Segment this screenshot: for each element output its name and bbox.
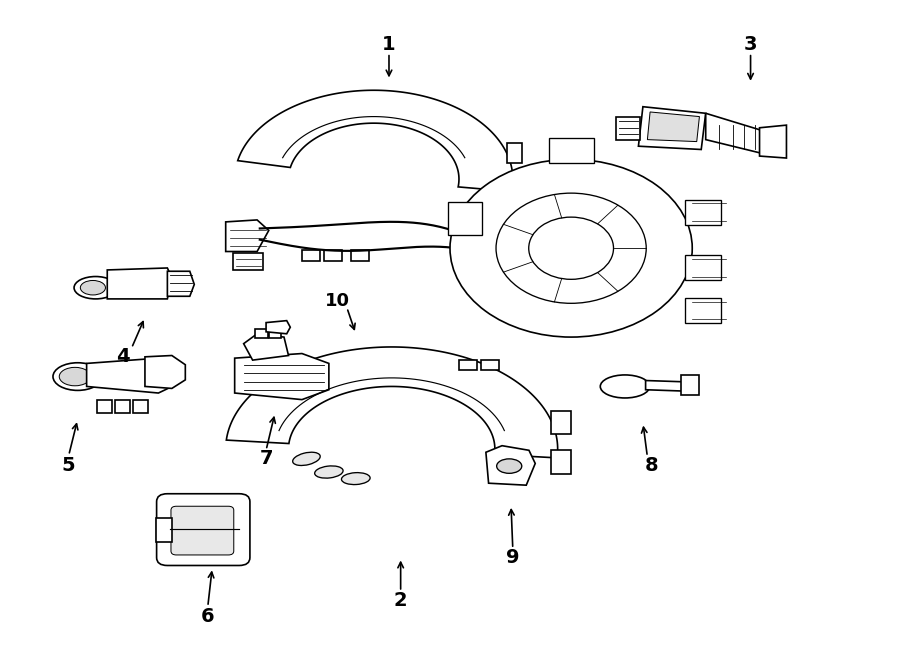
Bar [685, 255, 721, 280]
Polygon shape [256, 329, 268, 338]
Ellipse shape [600, 375, 650, 398]
Bar [685, 200, 721, 225]
Polygon shape [482, 360, 500, 370]
Text: 4: 4 [116, 347, 130, 366]
Polygon shape [647, 112, 699, 141]
Text: 9: 9 [506, 548, 519, 567]
Polygon shape [244, 334, 289, 360]
Polygon shape [238, 91, 513, 192]
Ellipse shape [53, 363, 103, 391]
Ellipse shape [74, 276, 117, 299]
Polygon shape [507, 143, 522, 163]
Text: 1: 1 [382, 34, 396, 54]
Polygon shape [459, 360, 477, 370]
Polygon shape [552, 410, 572, 434]
Circle shape [496, 193, 646, 303]
Ellipse shape [497, 459, 522, 473]
Polygon shape [351, 251, 369, 261]
Polygon shape [115, 400, 130, 412]
FancyBboxPatch shape [171, 506, 234, 555]
Polygon shape [266, 321, 291, 334]
Text: 6: 6 [201, 607, 214, 627]
Circle shape [528, 217, 614, 280]
Polygon shape [226, 220, 269, 252]
Polygon shape [145, 356, 185, 389]
Text: 7: 7 [259, 449, 273, 469]
FancyBboxPatch shape [157, 494, 250, 565]
Polygon shape [645, 381, 685, 391]
Polygon shape [760, 125, 787, 158]
Bar [549, 137, 594, 163]
Polygon shape [616, 116, 640, 139]
Polygon shape [486, 446, 536, 485]
Polygon shape [302, 251, 320, 261]
Bar [448, 202, 482, 235]
Polygon shape [133, 400, 148, 412]
Ellipse shape [315, 466, 343, 478]
Text: 10: 10 [325, 292, 350, 310]
Polygon shape [235, 354, 328, 400]
Polygon shape [681, 375, 699, 395]
Polygon shape [269, 329, 282, 338]
Polygon shape [638, 106, 706, 149]
Polygon shape [507, 176, 522, 196]
Polygon shape [324, 251, 342, 261]
Text: 2: 2 [394, 591, 408, 610]
Polygon shape [226, 347, 558, 458]
Bar [685, 298, 721, 323]
Polygon shape [156, 518, 172, 543]
Text: 8: 8 [645, 456, 659, 475]
Polygon shape [97, 400, 112, 412]
Polygon shape [706, 113, 764, 153]
Text: 5: 5 [62, 456, 76, 475]
Text: 3: 3 [743, 34, 757, 54]
Circle shape [450, 159, 692, 337]
Ellipse shape [59, 368, 91, 386]
Polygon shape [167, 271, 194, 296]
Ellipse shape [341, 473, 370, 485]
Ellipse shape [292, 452, 320, 465]
Polygon shape [107, 268, 172, 299]
Polygon shape [552, 450, 572, 474]
Polygon shape [233, 253, 264, 270]
Ellipse shape [80, 280, 105, 295]
Polygon shape [86, 358, 176, 393]
